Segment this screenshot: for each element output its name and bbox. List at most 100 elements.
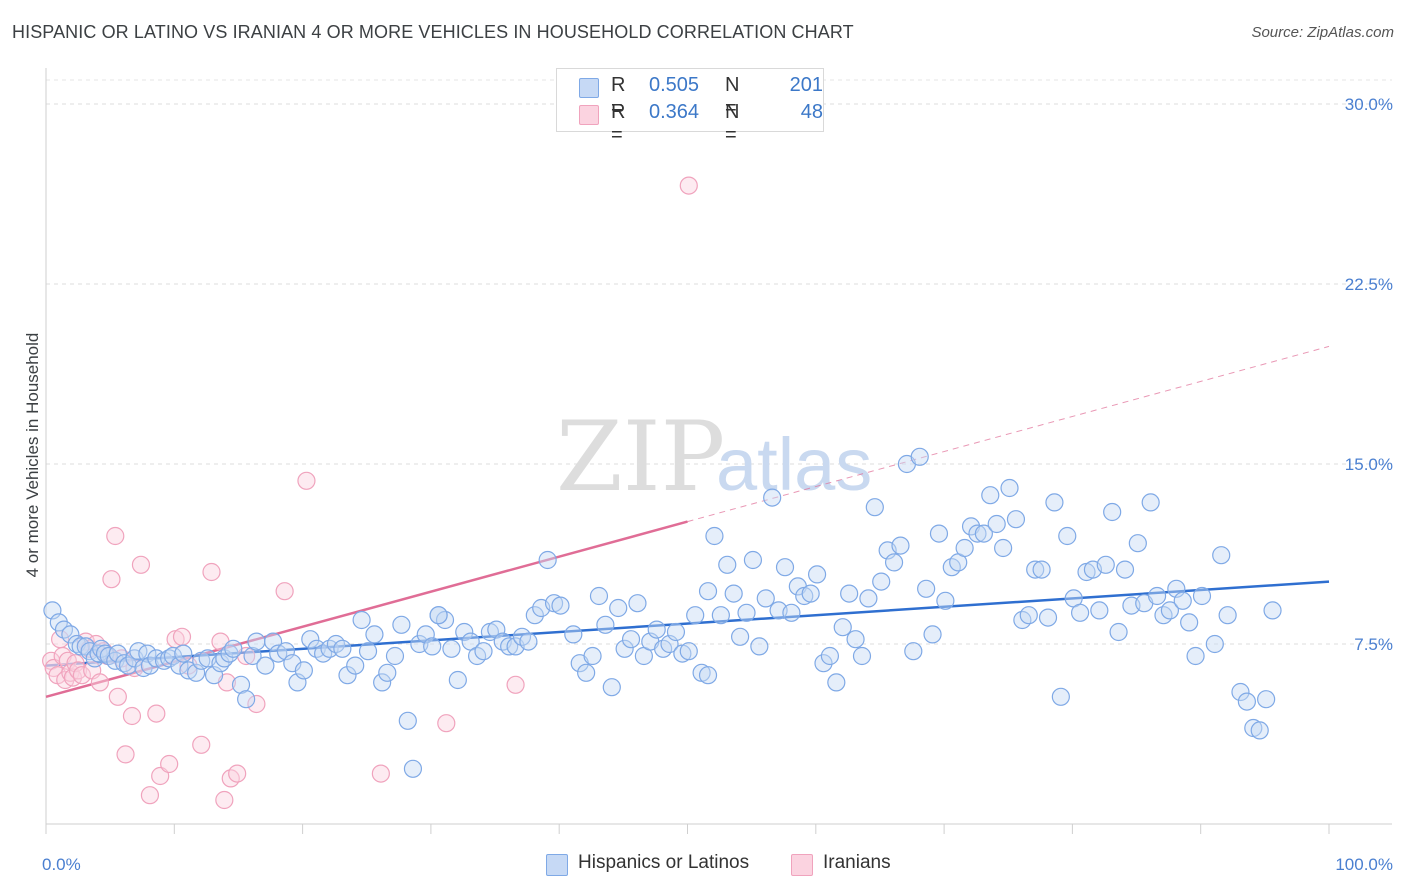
iranian-trend-extension: [687, 345, 1330, 523]
hispanic-point: [243, 646, 262, 666]
hispanic-point: [718, 555, 737, 574]
hispanic-point: [1180, 613, 1199, 632]
hispanic-point: [247, 632, 266, 651]
hispanic-point: [904, 642, 923, 661]
hispanic-point: [398, 711, 417, 730]
iranian-point: [275, 582, 294, 601]
hispanic-point: [1096, 555, 1115, 574]
hispanic-point: [968, 524, 987, 543]
hispanic-point: [231, 675, 251, 694]
iranian-point: [90, 673, 109, 692]
hispanic-points: [43, 447, 1282, 778]
hispanic-point: [1173, 591, 1192, 610]
hispanic-point: [609, 598, 628, 618]
x-tick-label: 100.0%: [1335, 855, 1393, 874]
hispanic-point: [872, 572, 891, 591]
hispanic-point: [174, 644, 193, 663]
hispanic-point: [737, 603, 756, 622]
hispanic-point: [263, 632, 283, 651]
watermark: ZIP atlas: [556, 401, 872, 513]
hispanic-point: [1006, 510, 1026, 529]
hispanic-point: [564, 625, 583, 644]
hispanic-point: [775, 558, 795, 577]
watermark-atlas: atlas: [716, 423, 872, 506]
hispanic-point: [859, 589, 878, 608]
hispanic-point: [403, 759, 423, 778]
hispanic-point: [621, 630, 641, 649]
hispanic-point: [385, 646, 405, 666]
bottom-legend-label: Hispanics or Latinos: [578, 852, 750, 873]
hispanic-point: [283, 654, 302, 673]
r-value: 0.505: [649, 74, 700, 96]
stats-legend: R = 0.505 N = 201 R = 0.364 N = 48: [556, 68, 824, 146]
hispanic-point: [827, 673, 846, 692]
iranian-point: [679, 176, 698, 195]
hispanic-point: [852, 646, 872, 666]
r-label: R =: [611, 101, 626, 146]
hispanic-point: [1128, 534, 1147, 553]
hispanic-point: [1250, 721, 1269, 740]
hispanic-point: [756, 589, 775, 608]
hispanic-point: [365, 625, 384, 644]
n-label: N =: [725, 101, 740, 146]
hispanic-point: [1160, 601, 1180, 620]
watermark-zip: ZIP: [556, 401, 725, 513]
hispanic-point: [711, 606, 730, 625]
iranian-point: [122, 706, 142, 726]
r-value: 0.364: [649, 101, 700, 123]
hispanic-point: [814, 654, 833, 673]
hispanic-point: [392, 615, 411, 634]
hispanic-point: [705, 526, 724, 546]
hispanic-point: [455, 622, 474, 642]
y-axis-label: 4 or more Vehicles in Household: [23, 333, 42, 578]
hispanic-point: [429, 606, 448, 625]
y-tick-label: 15.0%: [1345, 455, 1393, 474]
iranian-point: [371, 764, 390, 783]
y-tick-label: 22.5%: [1345, 275, 1393, 294]
hispanic-point: [551, 596, 570, 615]
hispanic-point: [474, 642, 493, 661]
hispanic-point: [891, 536, 910, 555]
hispanic-point: [1000, 478, 1019, 498]
hispanic-point: [577, 663, 596, 682]
r-label: R =: [611, 74, 626, 119]
iranian-point: [140, 786, 160, 805]
hispanic-point: [1186, 646, 1205, 666]
hispanic-point: [1263, 601, 1282, 620]
hispanic-point: [929, 524, 949, 543]
hispanic-point: [237, 690, 256, 709]
x-tick-label: 0.0%: [42, 855, 81, 874]
hispanic-point: [1212, 546, 1231, 565]
iranian-point: [202, 562, 221, 582]
iranian-point: [131, 555, 151, 574]
source-label: Source: ZipAtlas.com: [1251, 24, 1394, 41]
legend-swatch-hispanic: [579, 78, 599, 98]
iranian-point: [106, 526, 125, 546]
hispanic-point: [846, 630, 865, 649]
iranian-point: [147, 704, 166, 723]
iranian-point: [506, 675, 525, 694]
hispanic-point: [974, 524, 993, 543]
hispanic-point: [301, 630, 320, 649]
iranian-point: [297, 471, 316, 490]
hispanic-point: [782, 603, 801, 622]
hispanic-point: [256, 656, 275, 675]
hispanic-point: [987, 514, 1006, 534]
iranian-point: [192, 735, 211, 754]
hispanic-point: [807, 565, 827, 584]
hispanic-point: [865, 498, 884, 517]
hispanic-point: [119, 656, 138, 675]
iranian-point: [437, 714, 456, 733]
hispanic-point: [994, 538, 1013, 558]
hispanic-point: [615, 639, 634, 658]
y-tick-label: 30.0%: [1345, 95, 1393, 114]
iranian-point: [247, 694, 266, 714]
grid-lines: [46, 79, 1392, 645]
hispanic-point: [538, 550, 557, 570]
axes: [45, 68, 1392, 834]
bottom-swatch-iranian: [791, 854, 813, 876]
hispanic-point: [224, 639, 243, 658]
hispanic-point: [108, 644, 127, 663]
hispanic-point: [840, 584, 859, 603]
hispanic-point: [910, 447, 929, 466]
